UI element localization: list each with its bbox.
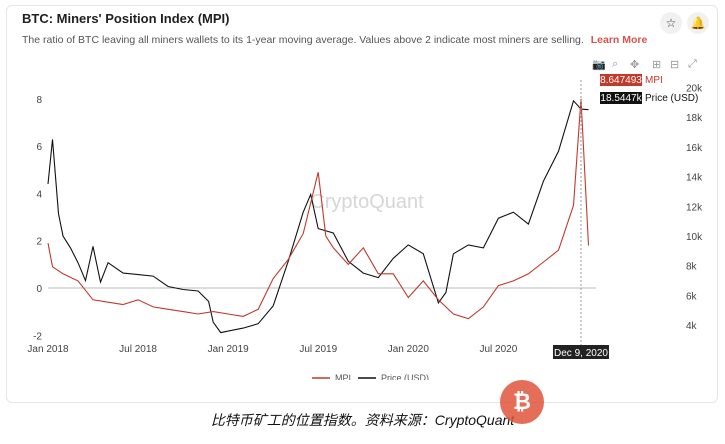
mpi-series	[47, 98, 590, 320]
left-tick-label: 8	[36, 95, 42, 106]
camera-icon[interactable]: 📷	[592, 59, 606, 71]
chart-svg[interactable]: CryptoQuant -2 0 2 4 6 8 4k 6k 8k 10k 12k 14k 16k 18…	[0, 0, 725, 380]
x-axis: Jan 2018 Jul 2018 Jan 2019 Jul 2019 Jan 2020…	[27, 344, 609, 355]
left-tick-label: 4	[36, 189, 42, 200]
price-hover-box	[600, 92, 642, 104]
zoom-in-icon[interactable]: ⊞	[652, 59, 662, 71]
mpi-hover-box	[600, 74, 642, 86]
watermark: CryptoQuant	[310, 191, 424, 213]
mpi-hover-value: 8.647493	[600, 75, 642, 86]
date-hover-value: Dec 9, 2020	[554, 348, 608, 359]
x-tick-label: Jul 2018	[119, 344, 157, 355]
x-tick-label: Jul 2019	[299, 344, 337, 355]
left-axis: -2 0 2 4 6 8	[33, 95, 42, 342]
chart-subtitle: The ratio of BTC leaving all miners wall…	[22, 34, 647, 46]
right-tick-label: 4k	[686, 321, 698, 332]
chart-title: BTC: Miners' Position Index (MPI)	[22, 11, 230, 26]
left-tick-label: 0	[36, 284, 42, 295]
price-series	[47, 99, 589, 334]
price-hover-label: Price (USD)	[645, 93, 698, 104]
date-hover-box	[552, 345, 609, 359]
move-icon[interactable]: ✥	[630, 59, 640, 71]
right-tick-label: 12k	[686, 202, 703, 213]
right-tick-label: 14k	[686, 173, 703, 184]
left-tick-label: 6	[36, 142, 42, 153]
price-hover-value: 18.5447k	[600, 93, 642, 104]
left-tick-label: 2	[36, 237, 42, 248]
caption: 比特币矿工的位置指数。资料来源：CryptoQuant	[210, 412, 515, 428]
autoscale-icon[interactable]: ⤢	[688, 58, 697, 70]
right-tick-label: 16k	[686, 143, 703, 154]
chart-card	[6, 5, 718, 403]
right-tick-label: 20k	[686, 83, 703, 94]
subtitle-text: The ratio of BTC leaving all miners wall…	[22, 34, 584, 46]
right-tick-label: 8k	[686, 262, 698, 273]
bitcoin-logo-icon: ₿	[500, 380, 544, 424]
mpi-line	[47, 98, 590, 320]
left-tick-label: -2	[33, 331, 42, 342]
bell-icon[interactable]: 🔔	[687, 12, 709, 34]
legend: MPI Price (USD)	[312, 373, 429, 380]
right-axis: 4k 6k 8k 10k 12k 14k 16k 18k 20k	[686, 83, 703, 332]
right-tick-label: 6k	[686, 291, 698, 302]
x-tick-label: Jan 2020	[388, 344, 430, 355]
right-tick-label: 10k	[686, 232, 703, 243]
legend-mpi-label: MPI	[335, 373, 351, 380]
learn-more-link[interactable]: Learn More	[590, 34, 648, 46]
price-line	[47, 99, 589, 334]
zoom-out-icon[interactable]: ⊟	[670, 59, 680, 71]
right-tick-label: 18k	[686, 113, 703, 124]
x-tick-label: Jan 2019	[208, 344, 250, 355]
x-tick-label: Jan 2018	[27, 344, 69, 355]
mpi-hover-label: MPI	[645, 75, 663, 86]
zoom-icon[interactable]: ⌕	[612, 58, 619, 70]
legend-price-label: Price (USD)	[381, 373, 429, 380]
star-icon[interactable]: ☆	[660, 12, 682, 34]
x-tick-label: Jul 2020	[480, 344, 518, 355]
